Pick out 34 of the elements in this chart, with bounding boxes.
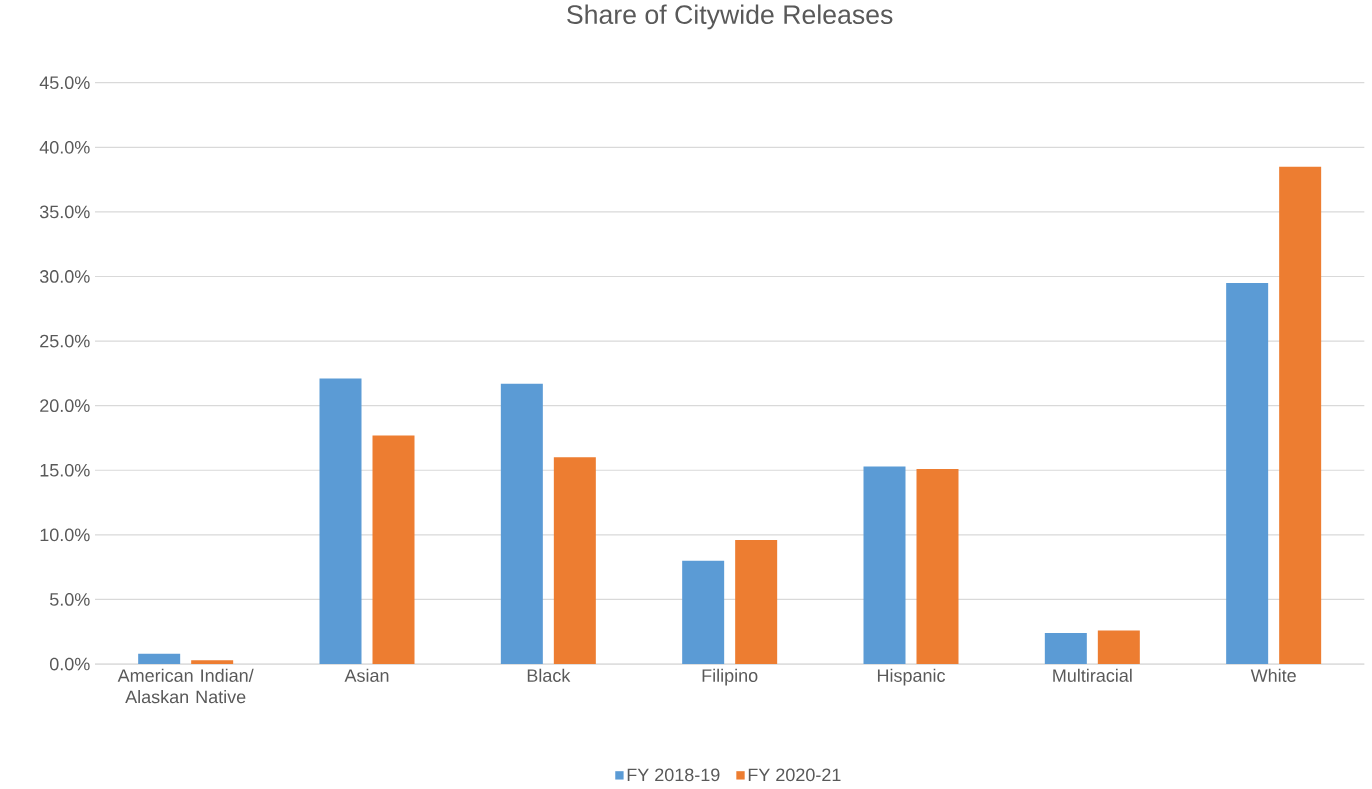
chart-title: Share of Citywide Releases (567, 4, 893, 30)
bar (1226, 282, 1269, 665)
y-tick-label: 5.0% (49, 593, 90, 606)
x-tick-label: Filipino (702, 668, 758, 686)
x-tick-label: American Indian/ Alaskan Native (117, 668, 254, 704)
x-tick-label: Hispanic (877, 668, 946, 686)
y-tick-label: 35.0% (39, 205, 90, 219)
y-tick-label: 15.0% (40, 463, 90, 477)
bar (500, 383, 543, 665)
legend-label: FY 2018-19 (627, 768, 720, 782)
bar (735, 540, 778, 665)
bar (1279, 166, 1322, 665)
y-tick-label: 20.0% (40, 399, 90, 413)
bar (553, 457, 596, 665)
y-tick-label: 25.0% (40, 334, 90, 348)
bar (1097, 630, 1140, 665)
bar (863, 466, 906, 665)
y-tick-label: 0.0% (49, 657, 90, 671)
x-tick-label: Multiracial (1053, 668, 1132, 682)
bar (138, 653, 181, 665)
y-tick-label: 10.0% (40, 528, 90, 542)
bar (191, 660, 234, 665)
bar (682, 560, 725, 665)
x-tick-label: Asian (344, 668, 389, 682)
bar (372, 435, 415, 665)
y-tick-label: 45.0% (39, 76, 90, 90)
bar (916, 468, 959, 665)
bar (319, 378, 362, 665)
y-tick-label: 40.0% (39, 140, 90, 154)
legend-label: FY 2020-21 (748, 768, 841, 782)
bar (1044, 633, 1087, 665)
x-tick-label: White (1250, 668, 1296, 682)
x-tick-label: Black (527, 668, 571, 682)
y-tick-label: 30.0% (39, 270, 90, 283)
